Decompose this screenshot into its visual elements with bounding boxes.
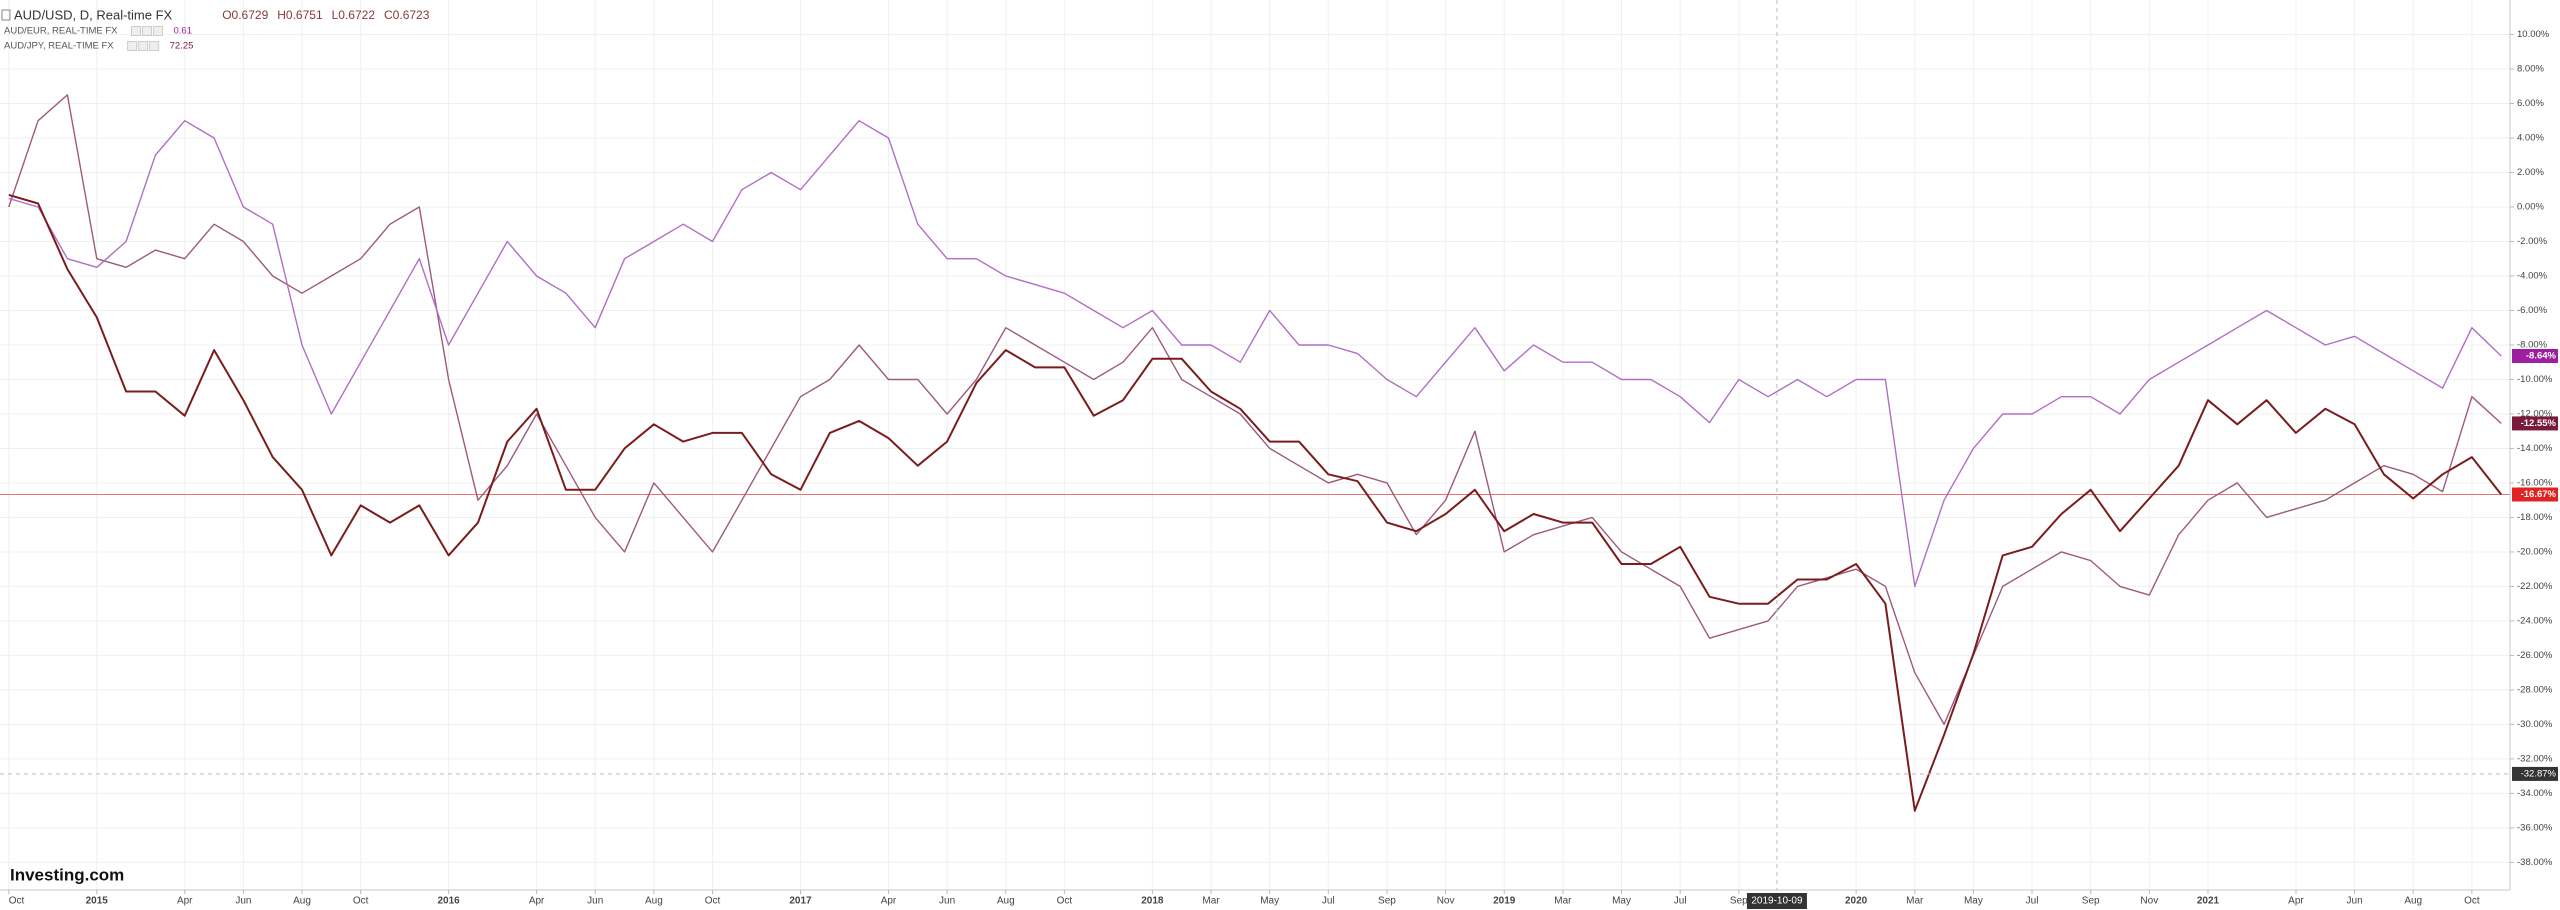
x-tick-label: Oct — [9, 896, 25, 907]
x-tick-label: Mar — [1554, 896, 1572, 907]
x-tick-label: 2021 — [2197, 896, 2220, 907]
x-tick-label: 2019 — [1493, 896, 1516, 907]
x-tick-label: Jun — [2347, 896, 2363, 907]
legend-label: AUD/EUR, REAL-TIME FX — [4, 26, 118, 37]
x-tick-label: 2016 — [438, 896, 461, 907]
y-tick-label: -20.00% — [2517, 546, 2553, 557]
legend-button — [149, 41, 160, 51]
x-tick-label: Sep — [2082, 896, 2100, 907]
x-tick-label: Mar — [1202, 896, 1220, 907]
last-value-label: -8.64% — [2526, 351, 2557, 362]
x-tick-label: Jul — [1674, 896, 1687, 907]
ohlc-value: L0.6722 — [332, 8, 376, 22]
legend-toggle — [1, 9, 11, 21]
y-tick-label: -2.00% — [2517, 236, 2548, 247]
crosshair-x-box — [1746, 893, 1807, 909]
y-tick-label: -6.00% — [2517, 305, 2548, 316]
x-tick-label: Oct — [1057, 896, 1073, 907]
legend-label: AUD/JPY, REAL-TIME FX — [4, 41, 114, 52]
y-tick-label: -28.00% — [2517, 684, 2553, 695]
legend-quote: 72.25 — [170, 41, 194, 52]
y-tick-label: -8.00% — [2517, 339, 2548, 350]
series-line — [8, 94, 2502, 726]
y-tick-label: -24.00% — [2517, 615, 2553, 626]
y-tick-label: -10.00% — [2517, 374, 2553, 385]
x-tick-label: Jul — [1322, 896, 1335, 907]
x-tick-label: Jun — [939, 896, 955, 907]
y-tick-label: -38.00% — [2517, 857, 2553, 868]
grid — [0, 0, 2510, 890]
x-tick-label: 2015 — [86, 896, 109, 907]
x-tick-label: 2018 — [1141, 896, 1164, 907]
x-tick-label: Apr — [881, 896, 897, 907]
legend-button — [142, 26, 152, 36]
x-tick-label: Oct — [2464, 896, 2480, 907]
crosshair-x-label: 2019-10-09 — [1751, 896, 1803, 907]
y-tick-label: -4.00% — [2517, 270, 2548, 281]
y-tick-label: -12.00% — [2517, 408, 2553, 419]
y-tick-label: 8.00% — [2517, 64, 2544, 75]
y-tick-label: 2.00% — [2517, 167, 2544, 178]
x-tick-label: Jun — [587, 896, 603, 907]
y-tick-label: -30.00% — [2517, 719, 2553, 730]
x-tick-label: Mar — [1906, 896, 1924, 907]
y-tick-label: 0.00% — [2517, 201, 2544, 212]
legend-button — [131, 26, 141, 36]
y-tick-label: 6.00% — [2517, 98, 2544, 109]
x-tick-label: Oct — [353, 896, 369, 907]
ohlc-value: O0.6729 — [222, 8, 268, 22]
x-tick-label: May — [1612, 896, 1631, 907]
crosshair-y-box — [2512, 766, 2558, 781]
last-value-box — [2512, 487, 2558, 502]
x-tick-label: Apr — [2288, 896, 2304, 907]
x-tick-label: Sep — [1378, 896, 1396, 907]
x-tick-label: Nov — [2140, 896, 2158, 907]
x-tick-label: Nov — [1437, 896, 1455, 907]
x-tick-label: Apr — [529, 896, 545, 907]
x-tick-label: Aug — [997, 896, 1015, 907]
plot — [0, 0, 2510, 890]
y-tick-label: -18.00% — [2517, 512, 2553, 523]
x-tick-label: Aug — [645, 896, 663, 907]
ohlc-value: H0.6751 — [277, 8, 323, 22]
last-value-box — [2512, 349, 2558, 363]
x-tick-label: Apr — [177, 896, 193, 907]
x-tick-label: May — [1964, 896, 1983, 907]
x-tick-label: Jun — [235, 896, 251, 907]
x-tick-label: Aug — [2404, 896, 2422, 907]
series-line — [8, 193, 2502, 812]
x-tick-label: 2020 — [1845, 896, 1868, 907]
y-tick-label: -32.00% — [2517, 753, 2553, 764]
last-value-label: -16.67% — [2521, 489, 2557, 500]
last-value-label: -12.55% — [2521, 418, 2557, 429]
y-tick-label: -26.00% — [2517, 650, 2553, 661]
x-tick-label: Oct — [705, 896, 721, 907]
header: AUD/USD, D, Real-time FX O0.6729 H0.6751 L0… — [1, 7, 430, 52]
y-tick-label: 4.00% — [2517, 133, 2544, 144]
x-tick-label: Aug — [293, 896, 311, 907]
y-tick-label: -16.00% — [2517, 477, 2553, 488]
ohlc-value: C0.6723 — [384, 8, 430, 22]
legend-button — [153, 26, 163, 36]
last-value-box — [2512, 416, 2558, 431]
crosshair-y-label: -32.87% — [2521, 768, 2557, 779]
legend-quote: 0.61 — [174, 26, 193, 37]
series-line — [8, 120, 2502, 588]
y-tick-label: -34.00% — [2517, 788, 2553, 799]
legend-button — [127, 41, 138, 51]
x-tick-label: May — [1260, 896, 1279, 907]
x-tick-label: 2017 — [789, 896, 812, 907]
y-tick-label: -14.00% — [2517, 443, 2553, 454]
chart-title: AUD/USD, D, Real-time FX — [14, 7, 173, 22]
brand-logo: Investing.com — [10, 865, 124, 884]
y-tick-label: -36.00% — [2517, 822, 2553, 833]
y-tick-label: 10.00% — [2517, 29, 2550, 40]
x-tick-label: Jul — [2026, 896, 2039, 907]
x-tick-label: Sep — [1730, 896, 1748, 907]
y-tick-label: -22.00% — [2517, 581, 2553, 592]
legend-button — [138, 41, 149, 51]
